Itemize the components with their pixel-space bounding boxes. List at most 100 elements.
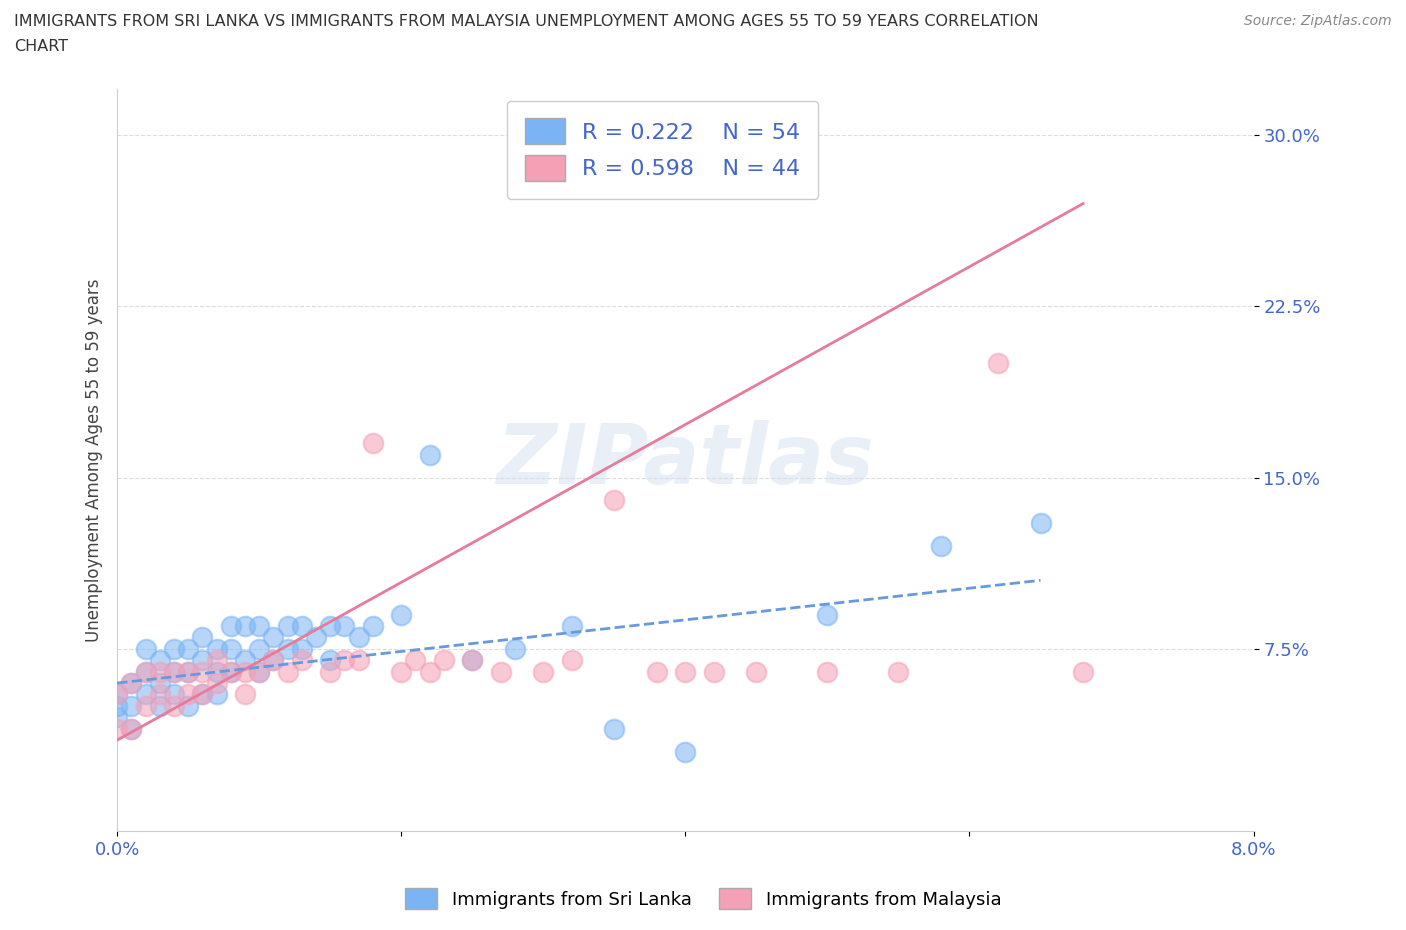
Legend: R = 0.222    N = 54, R = 0.598    N = 44: R = 0.222 N = 54, R = 0.598 N = 44: [508, 100, 818, 198]
Point: [247, 664, 270, 679]
Point: [163, 664, 186, 679]
Point: [247, 664, 270, 679]
Point: [177, 642, 200, 657]
Point: [347, 653, 370, 668]
Point: [929, 538, 952, 553]
Text: CHART: CHART: [14, 39, 67, 54]
Point: [233, 653, 256, 668]
Point: [333, 653, 356, 668]
Point: [120, 675, 142, 690]
Point: [262, 630, 284, 644]
Point: [247, 618, 270, 633]
Point: [120, 698, 142, 713]
Point: [205, 664, 228, 679]
Point: [163, 687, 186, 702]
Point: [361, 618, 384, 633]
Point: [291, 618, 314, 633]
Point: [219, 664, 242, 679]
Point: [135, 664, 157, 679]
Point: [163, 664, 186, 679]
Point: [461, 653, 484, 668]
Point: [745, 664, 768, 679]
Point: [205, 642, 228, 657]
Point: [233, 618, 256, 633]
Point: [489, 664, 512, 679]
Point: [673, 744, 696, 759]
Point: [347, 630, 370, 644]
Point: [149, 664, 172, 679]
Point: [503, 642, 526, 657]
Point: [645, 664, 668, 679]
Point: [177, 664, 200, 679]
Point: [262, 653, 284, 668]
Point: [405, 653, 427, 668]
Point: [319, 618, 342, 633]
Point: [305, 630, 328, 644]
Point: [120, 722, 142, 737]
Point: [603, 722, 626, 737]
Point: [1029, 516, 1052, 531]
Text: Source: ZipAtlas.com: Source: ZipAtlas.com: [1244, 14, 1392, 28]
Point: [419, 447, 441, 462]
Point: [233, 664, 256, 679]
Point: [177, 698, 200, 713]
Point: [163, 698, 186, 713]
Point: [419, 664, 441, 679]
Point: [247, 642, 270, 657]
Point: [233, 687, 256, 702]
Point: [219, 664, 242, 679]
Point: [105, 710, 128, 724]
Point: [191, 687, 214, 702]
Point: [205, 687, 228, 702]
Point: [120, 675, 142, 690]
Legend: Immigrants from Sri Lanka, Immigrants from Malaysia: Immigrants from Sri Lanka, Immigrants fr…: [398, 881, 1008, 916]
Point: [163, 642, 186, 657]
Point: [703, 664, 725, 679]
Point: [191, 653, 214, 668]
Point: [177, 687, 200, 702]
Point: [191, 630, 214, 644]
Point: [105, 687, 128, 702]
Point: [389, 664, 412, 679]
Point: [277, 642, 299, 657]
Point: [219, 618, 242, 633]
Point: [389, 607, 412, 622]
Y-axis label: Unemployment Among Ages 55 to 59 years: Unemployment Among Ages 55 to 59 years: [86, 279, 103, 643]
Point: [135, 642, 157, 657]
Point: [219, 642, 242, 657]
Point: [135, 664, 157, 679]
Point: [319, 653, 342, 668]
Point: [149, 653, 172, 668]
Point: [149, 698, 172, 713]
Point: [987, 356, 1010, 371]
Point: [1071, 664, 1094, 679]
Point: [177, 664, 200, 679]
Point: [191, 664, 214, 679]
Point: [135, 698, 157, 713]
Point: [277, 664, 299, 679]
Point: [433, 653, 456, 668]
Point: [120, 722, 142, 737]
Point: [277, 618, 299, 633]
Point: [149, 675, 172, 690]
Point: [149, 687, 172, 702]
Point: [105, 698, 128, 713]
Point: [561, 618, 583, 633]
Point: [887, 664, 910, 679]
Point: [817, 607, 839, 622]
Point: [361, 436, 384, 451]
Point: [105, 687, 128, 702]
Point: [291, 653, 314, 668]
Point: [603, 493, 626, 508]
Point: [461, 653, 484, 668]
Text: ZIPatlas: ZIPatlas: [496, 420, 875, 501]
Point: [817, 664, 839, 679]
Point: [262, 653, 284, 668]
Point: [291, 642, 314, 657]
Point: [333, 618, 356, 633]
Point: [561, 653, 583, 668]
Point: [135, 687, 157, 702]
Text: IMMIGRANTS FROM SRI LANKA VS IMMIGRANTS FROM MALAYSIA UNEMPLOYMENT AMONG AGES 55: IMMIGRANTS FROM SRI LANKA VS IMMIGRANTS …: [14, 14, 1039, 29]
Point: [191, 687, 214, 702]
Point: [105, 722, 128, 737]
